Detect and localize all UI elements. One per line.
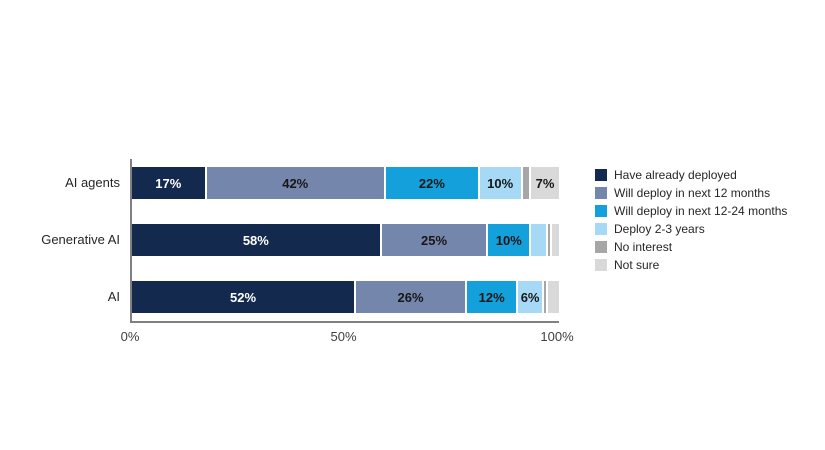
segment-have-already-deployed: 58%: [132, 224, 380, 256]
segment-value-label: 6%: [520, 289, 540, 305]
category-label-ai: AI: [107, 289, 120, 304]
legend-swatch-icon: [595, 241, 607, 253]
bar-ai-agents: 17% 42% 22% 10% 7%: [132, 167, 559, 199]
bar-ai: 52% 26% 12% 6%: [132, 281, 559, 313]
x-tick-50: 50%: [330, 329, 357, 344]
segment-have-already-deployed: 52%: [132, 281, 355, 313]
category-label-ai-agents: AI agents: [65, 175, 120, 190]
legend-label: Will deploy in next 12 months: [614, 186, 771, 200]
segment-deploy-2-3-years: 10%: [477, 167, 521, 199]
segment-value-label: 12%: [478, 289, 505, 305]
legend-item-will-deploy-in-next-12-months: Will deploy in next 12 months: [595, 184, 787, 202]
segment-value-label: 26%: [397, 289, 424, 305]
segment-value-label: 7%: [535, 175, 555, 191]
segment-no-interest: [546, 224, 551, 256]
legend-label: No interest: [614, 240, 673, 254]
plot-area: 17% 42% 22% 10% 7% 58% 25% 10% 52% 26% 12% 6%: [130, 159, 559, 323]
segment-will-deploy-in-next-12-24-months: 22%: [383, 167, 478, 199]
segment-have-already-deployed: 17%: [132, 167, 205, 199]
segment-value-label: 42%: [282, 175, 309, 191]
segment-value-label: 17%: [155, 175, 182, 191]
legend-label: Deploy 2-3 years: [614, 222, 705, 236]
segment-will-deploy-in-next-12-months: 42%: [204, 167, 384, 199]
x-tick-0: 0%: [120, 329, 140, 344]
legend-item-no-interest: No interest: [595, 238, 787, 256]
segment-value-label: 10%: [495, 232, 522, 248]
legend-label: Not sure: [614, 258, 660, 272]
legend-label: Will deploy in next 12-24 months: [614, 204, 788, 218]
legend-swatch-icon: [595, 259, 607, 271]
legend-swatch-icon: [595, 169, 607, 181]
segment-will-deploy-in-next-12-24-months: 12%: [465, 281, 517, 313]
segment-deploy-2-3-years: 6%: [516, 281, 542, 313]
legend-item-will-deploy-in-next-12-24-months: Will deploy in next 12-24 months: [595, 202, 787, 220]
segment-no-interest: [520, 167, 530, 199]
segment-will-deploy-in-next-12-24-months: 10%: [486, 224, 530, 256]
segment-value-label: 10%: [487, 175, 514, 191]
segment-will-deploy-in-next-12-months: 26%: [354, 281, 466, 313]
legend-item-have-already-deployed: Have already deployed: [595, 166, 787, 184]
legend-swatch-icon: [595, 187, 607, 199]
segment-no-interest: [541, 281, 547, 313]
x-tick-100: 100%: [540, 329, 574, 344]
segment-not-sure: [550, 224, 559, 256]
legend: Have already deployed Will deploy in next…: [595, 166, 787, 274]
segment-value-label: 52%: [230, 289, 257, 305]
segment-value-label: 58%: [242, 232, 269, 248]
category-label-generative-ai: Generative AI: [41, 232, 120, 247]
segment-value-label: 22%: [418, 175, 445, 191]
legend-item-not-sure: Not sure: [595, 256, 787, 274]
segment-will-deploy-in-next-12-months: 25%: [379, 224, 487, 256]
segment-deploy-2-3-years: [529, 224, 547, 256]
legend-swatch-icon: [595, 223, 607, 235]
bar-generative-ai: 58% 25% 10%: [132, 224, 559, 256]
legend-item-deploy-2-3-years: Deploy 2-3 years: [595, 220, 787, 238]
segment-not-sure: 7%: [529, 167, 559, 199]
segment-not-sure: [546, 281, 559, 313]
legend-label: Have already deployed: [614, 168, 737, 182]
segment-value-label: 25%: [421, 232, 448, 248]
legend-swatch-icon: [595, 205, 607, 217]
